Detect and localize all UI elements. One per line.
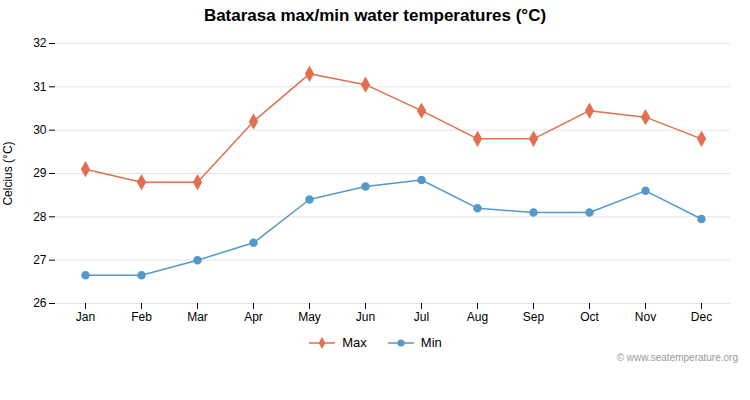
- svg-text:27: 27: [33, 253, 47, 267]
- svg-text:Jul: Jul: [414, 310, 429, 324]
- svg-text:31: 31: [33, 80, 47, 94]
- svg-text:Nov: Nov: [635, 310, 656, 324]
- svg-text:Dec: Dec: [691, 310, 712, 324]
- svg-text:Aug: Aug: [467, 310, 488, 324]
- svg-text:May: May: [298, 310, 321, 324]
- html-text:Batarasa max/min water tempera: Batarasa max/min water temperatures (°C): [203, 6, 547, 25]
- svg-text:Jun: Jun: [356, 310, 375, 324]
- svg-text:30: 30: [33, 123, 47, 137]
- svg-text:26: 26: [33, 296, 47, 310]
- svg-text:Celcius (°C): Celcius (°C): [1, 141, 15, 205]
- svg-text:Jan: Jan: [76, 310, 95, 324]
- svg-text:Feb: Feb: [131, 310, 152, 324]
- svg-text:Apr: Apr: [244, 310, 263, 324]
- svg-text:Sep: Sep: [523, 310, 545, 324]
- svg-text:32: 32: [33, 36, 47, 50]
- svg-text:Mar: Mar: [187, 310, 208, 324]
- svg-text:Oct: Oct: [580, 310, 599, 324]
- svg-text:28: 28: [33, 210, 47, 224]
- html-text:Min: Min: [420, 335, 442, 350]
- svg-text:29: 29: [33, 166, 47, 180]
- html-text:© www.seatemperature.org: © www.seatemperature.org: [616, 352, 738, 363]
- html-text:Max: Max: [342, 335, 367, 350]
